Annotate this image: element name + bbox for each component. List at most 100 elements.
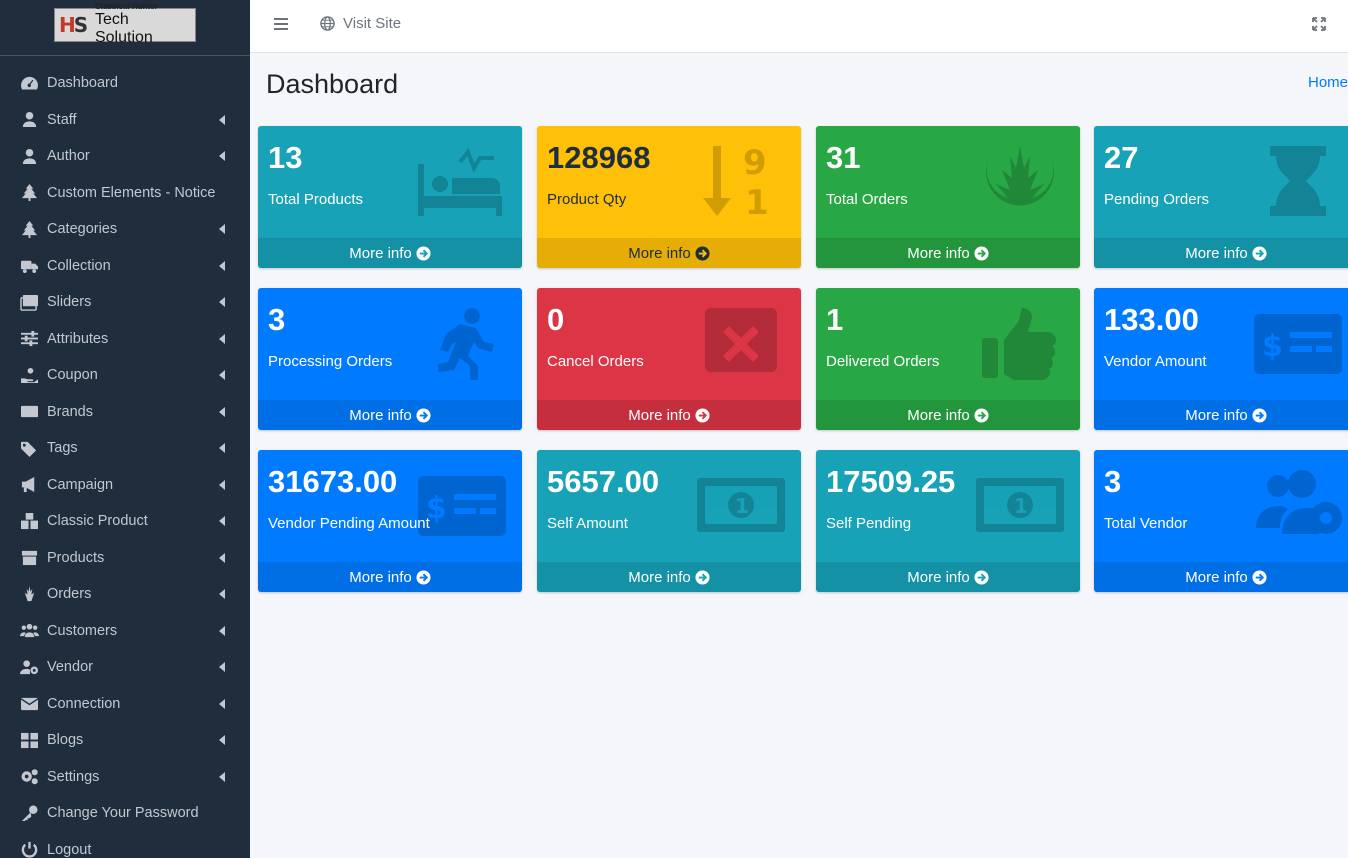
more-info-link[interactable]: More info (1094, 238, 1348, 268)
small-box-label: Total Orders (826, 191, 908, 208)
sidebar-item-label: Author (47, 148, 90, 165)
barcode-icon (18, 403, 40, 421)
sidebar-item-change-your-password[interactable]: Change Your Password (0, 795, 250, 832)
money-bill-icon: 1 (974, 468, 1066, 542)
sidebar-nav: Dashboard Staff Author Custom Elements - No… (0, 56, 250, 858)
cogs-icon (18, 768, 40, 786)
small-box-label: Vendor Pending Amount (268, 515, 430, 532)
arrow-circle-right-icon (1252, 407, 1267, 423)
user-icon (18, 147, 40, 165)
small-box-total-vendor: 3 Total Vendor More info (1094, 450, 1348, 592)
small-box-total-products: 13 Total Products More info (258, 126, 522, 268)
sliders-icon (18, 330, 40, 348)
boxes-icon (18, 512, 40, 530)
sidebar-item-customers[interactable]: Customers (0, 613, 250, 650)
sidebar-item-label: Tags (47, 440, 78, 457)
user-tie-icon (18, 111, 40, 129)
svg-text:9: 9 (743, 144, 767, 183)
small-box-label: Self Pending (826, 515, 912, 532)
sidebar-item-dashboard[interactable]: Dashboard (0, 65, 250, 102)
more-info-label: More info (628, 244, 691, 262)
chevron-left-icon (219, 114, 225, 125)
sidebar-item-label: Vendor (47, 659, 93, 676)
sidebar-item-orders[interactable]: Orders (0, 576, 250, 613)
breadcrumb-home[interactable]: Home (1307, 74, 1348, 91)
more-info-label: More info (628, 568, 691, 586)
tachometer-icon (18, 74, 40, 92)
more-info-link[interactable]: More info (258, 562, 522, 592)
arrow-circle-right-icon (974, 569, 989, 585)
visit-site-label: Visit Site (343, 15, 402, 32)
small-box-value: 133.00 (1104, 302, 1199, 337)
sidebar: HS Classical Hunter Tech Solution Dashbo… (0, 0, 250, 858)
more-info-link[interactable]: More info (816, 562, 1080, 592)
sidebar-item-attributes[interactable]: Attributes (0, 321, 250, 358)
more-info-link[interactable]: More info (537, 562, 801, 592)
sidebar-item-campaign[interactable]: Campaign (0, 467, 250, 504)
sidebar-item-classic-product[interactable]: Classic Product (0, 503, 250, 540)
sidebar-item-label: Classic Product (47, 513, 148, 530)
small-box-value: 128968 (547, 140, 651, 175)
arrow-circle-right-icon (695, 407, 710, 423)
more-info-label: More info (349, 406, 412, 424)
more-info-link[interactable]: More info (537, 238, 801, 268)
sidebar-item-settings[interactable]: Settings (0, 759, 250, 796)
sidebar-item-tags[interactable]: Tags (0, 430, 250, 467)
page-title: Dashboard (266, 69, 399, 99)
more-info-label: More info (907, 244, 970, 262)
sidebar-item-logout[interactable]: Logout (0, 832, 250, 858)
small-box-value: 0 (547, 302, 565, 337)
sidebar-item-label: Connection (47, 695, 121, 712)
hourglass-icon (1252, 144, 1344, 218)
sidebar-item-categories[interactable]: Categories (0, 211, 250, 248)
sidebar-item-label: Orders (47, 586, 92, 603)
brand-logo: HS Classical Hunter Tech Solution (54, 2, 196, 46)
sidebar-item-blogs[interactable]: Blogs (0, 722, 250, 759)
more-info-link[interactable]: More info (258, 238, 522, 268)
more-info-link[interactable]: More info (816, 400, 1080, 430)
brand-link[interactable]: HS Classical Hunter Tech Solution (0, 0, 250, 56)
money-check-icon: $ (1252, 306, 1344, 380)
sidebar-item-sliders[interactable]: Sliders (0, 284, 250, 321)
small-box-label: Vendor Amount (1104, 353, 1207, 370)
more-info-link[interactable]: More info (537, 400, 801, 430)
chevron-left-icon (219, 698, 225, 709)
menu-toggle-icon[interactable] (274, 18, 288, 30)
sidebar-item-vendor[interactable]: Vendor (0, 649, 250, 686)
chevron-left-icon (219, 297, 225, 308)
chevron-left-icon (219, 370, 225, 381)
small-box-total-orders: 31 Total Orders More info (816, 126, 1080, 268)
more-info-label: More info (907, 568, 970, 586)
sidebar-item-brands[interactable]: Brands (0, 394, 250, 431)
sidebar-item-coupon[interactable]: Coupon (0, 357, 250, 394)
users-icon (18, 622, 40, 640)
sidebar-item-custom-elements-notice[interactable]: Custom Elements - Notice (0, 175, 250, 212)
jedi-icon (18, 585, 40, 603)
chevron-left-icon (219, 516, 225, 527)
chevron-left-icon (219, 479, 225, 490)
more-info-label: More info (349, 568, 412, 586)
small-box-self-pending: 1 17509.25 Self Pending More info (816, 450, 1080, 592)
fullscreen-icon[interactable] (1312, 17, 1326, 31)
tree-icon (18, 220, 40, 238)
sidebar-item-label: Dashboard (47, 75, 118, 92)
small-box-product-qty: 9 1 128968 Product Qty More info (537, 126, 801, 268)
visit-site-link[interactable]: Visit Site (320, 15, 401, 32)
jedi-order-icon (974, 144, 1066, 218)
more-info-link[interactable]: More info (1094, 400, 1348, 430)
sidebar-item-connection[interactable]: Connection (0, 686, 250, 723)
sidebar-item-products[interactable]: Products (0, 540, 250, 577)
arrow-circle-right-icon (416, 245, 431, 261)
globe-icon (320, 16, 335, 31)
small-box-label: Total Vendor (1104, 515, 1188, 532)
small-box-label: Delivered Orders (826, 353, 940, 370)
more-info-link[interactable]: More info (258, 400, 522, 430)
more-info-link[interactable]: More info (816, 238, 1080, 268)
truck-icon (18, 257, 40, 275)
sidebar-item-staff[interactable]: Staff (0, 102, 250, 139)
box-icon (18, 549, 40, 567)
more-info-link[interactable]: More info (1094, 562, 1348, 592)
sidebar-item-author[interactable]: Author (0, 138, 250, 175)
sidebar-item-collection[interactable]: Collection (0, 248, 250, 285)
envelope-icon (18, 695, 40, 713)
